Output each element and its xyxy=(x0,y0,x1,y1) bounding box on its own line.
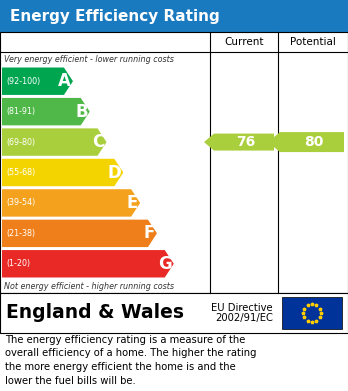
Text: Not energy efficient - higher running costs: Not energy efficient - higher running co… xyxy=(4,282,174,291)
Text: (55-68): (55-68) xyxy=(6,168,35,177)
Text: F: F xyxy=(144,224,155,242)
Text: England & Wales: England & Wales xyxy=(6,303,184,323)
Text: G: G xyxy=(158,255,172,273)
Polygon shape xyxy=(2,68,73,95)
Text: C: C xyxy=(92,133,104,151)
Text: overall efficiency of a home. The higher the rating: overall efficiency of a home. The higher… xyxy=(5,348,256,359)
Text: Very energy efficient - lower running costs: Very energy efficient - lower running co… xyxy=(4,55,174,64)
Text: 76: 76 xyxy=(236,135,256,149)
Text: (92-100): (92-100) xyxy=(6,77,40,86)
Bar xyxy=(0,293,348,333)
Text: (39-54): (39-54) xyxy=(6,198,35,208)
Text: Energy Efficiency Rating: Energy Efficiency Rating xyxy=(10,9,220,23)
Text: (1-20): (1-20) xyxy=(6,259,30,268)
Polygon shape xyxy=(2,250,174,278)
Text: the more energy efficient the home is and the: the more energy efficient the home is an… xyxy=(5,362,236,372)
Text: 80: 80 xyxy=(304,135,324,149)
Text: lower the fuel bills will be.: lower the fuel bills will be. xyxy=(5,375,136,386)
Polygon shape xyxy=(2,128,106,156)
Text: EU Directive: EU Directive xyxy=(211,303,273,313)
Text: (81-91): (81-91) xyxy=(6,107,35,116)
Text: Current: Current xyxy=(224,37,264,47)
Polygon shape xyxy=(2,98,90,126)
Text: Potential: Potential xyxy=(290,37,336,47)
Text: (69-80): (69-80) xyxy=(6,138,35,147)
Bar xyxy=(282,297,342,329)
Bar xyxy=(0,32,348,293)
Text: The energy efficiency rating is a measure of the: The energy efficiency rating is a measur… xyxy=(5,335,245,345)
Text: A: A xyxy=(58,72,71,90)
Polygon shape xyxy=(268,132,344,152)
Polygon shape xyxy=(2,159,123,186)
Polygon shape xyxy=(2,220,157,247)
Bar xyxy=(0,0,348,32)
Polygon shape xyxy=(2,189,140,217)
Text: E: E xyxy=(127,194,138,212)
Polygon shape xyxy=(204,134,274,151)
Text: B: B xyxy=(75,103,88,121)
Text: D: D xyxy=(108,163,121,181)
Text: 2002/91/EC: 2002/91/EC xyxy=(215,313,273,323)
Text: (21-38): (21-38) xyxy=(6,229,35,238)
